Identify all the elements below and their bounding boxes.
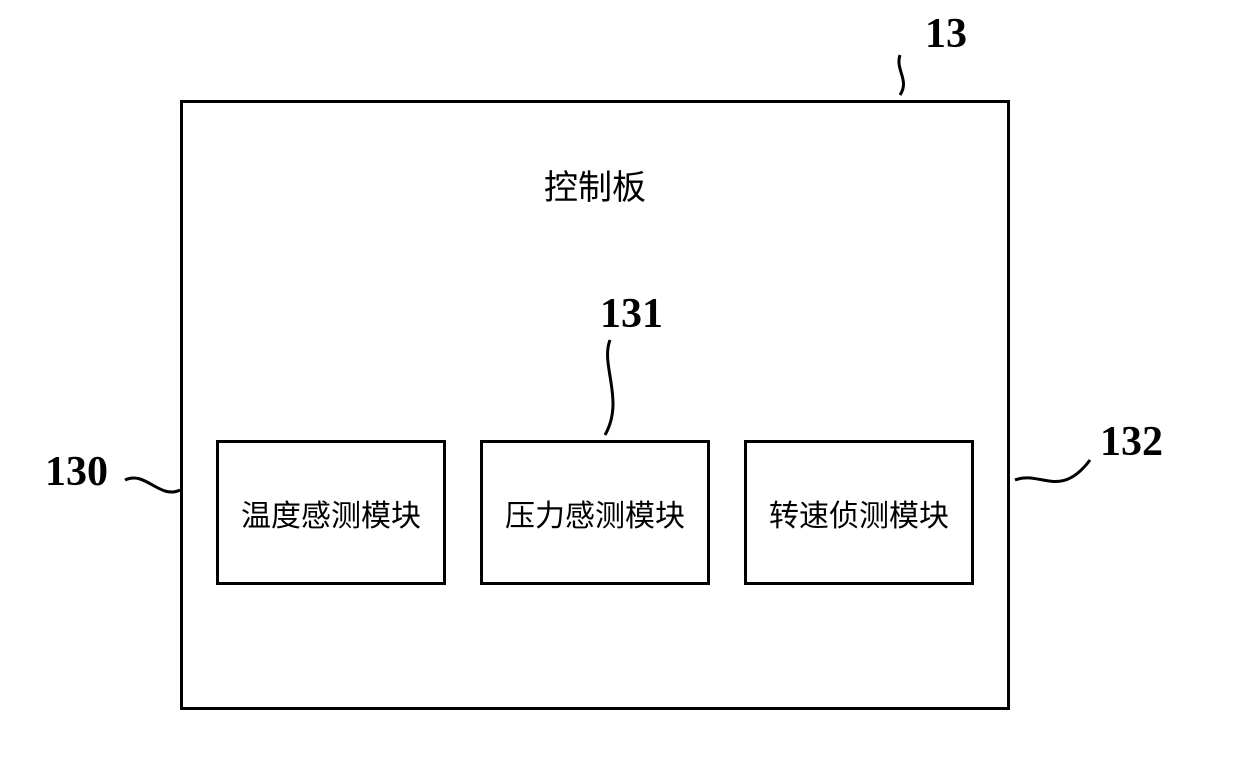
leader-line-13 (899, 55, 904, 95)
leader-line-131 (605, 340, 613, 435)
leader-line-130 (125, 478, 180, 492)
leader-line-132 (1015, 460, 1090, 482)
leader-lines (0, 0, 1240, 775)
block-diagram: 控制板 温度感测模块 压力感测模块 转速侦测模块 13 131 130 132 (0, 0, 1240, 775)
